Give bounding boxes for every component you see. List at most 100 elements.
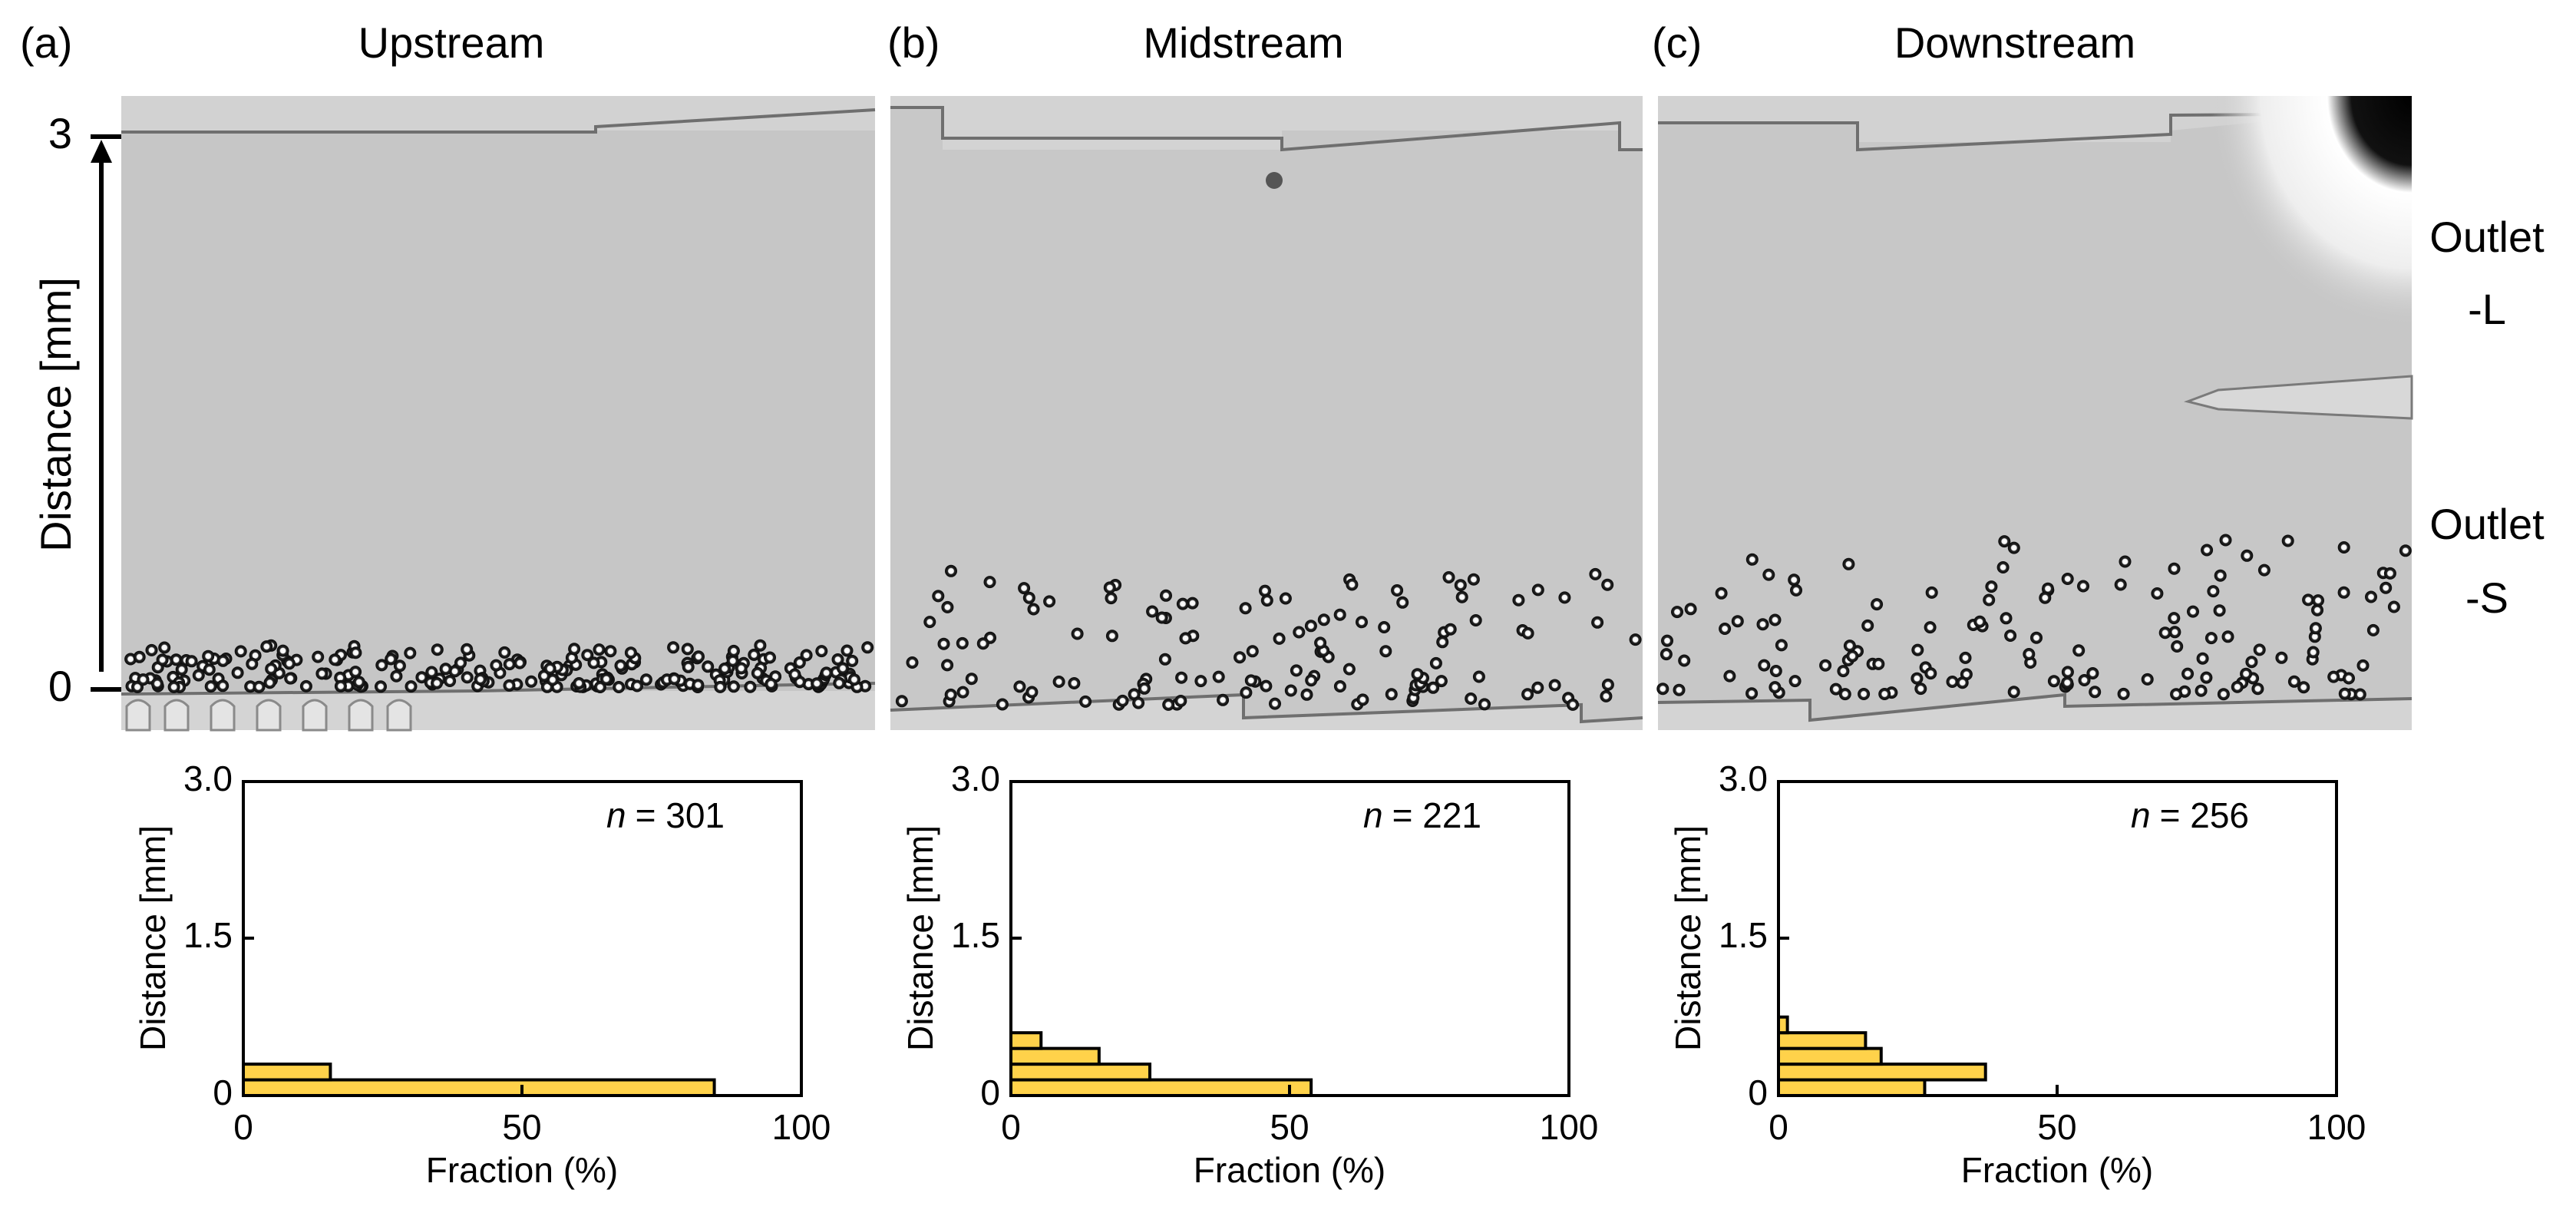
- bead: [1160, 589, 1172, 602]
- bead: [2207, 585, 2220, 598]
- bead: [941, 659, 954, 672]
- bead: [137, 673, 150, 686]
- histogram-bar-1-1: [1009, 1063, 1152, 1082]
- y-tick-label: 0: [1748, 1073, 1768, 1112]
- bead: [393, 659, 406, 673]
- bead: [2281, 534, 2294, 547]
- bead: [1985, 580, 1998, 593]
- bead: [1132, 696, 1145, 709]
- bead: [2042, 582, 2054, 595]
- bead: [2217, 688, 2230, 701]
- bead: [1956, 676, 1969, 689]
- bead: [299, 679, 312, 692]
- bead: [2287, 675, 2300, 688]
- bead: [1158, 653, 1171, 666]
- image-axis-bottom-tick: 0: [48, 662, 72, 710]
- bead: [503, 658, 516, 671]
- sample-count: n = 221: [1363, 795, 1481, 835]
- bead: [1472, 670, 1485, 683]
- bead: [613, 681, 626, 693]
- bead: [941, 600, 954, 613]
- y-axis-label: Distance [mm]: [1668, 825, 1708, 1051]
- bead: [1273, 632, 1286, 645]
- bead: [1411, 668, 1424, 681]
- bead: [1212, 670, 1225, 683]
- bead: [2219, 534, 2232, 547]
- bead: [404, 646, 417, 659]
- bead: [2187, 605, 2199, 618]
- bars: [1777, 1015, 1987, 1098]
- bead: [2365, 590, 2377, 603]
- bead: [614, 659, 627, 672]
- y-tick-label: 0: [980, 1073, 1000, 1112]
- bead: [820, 666, 833, 679]
- bars: [242, 1063, 716, 1098]
- bead: [2078, 674, 2091, 686]
- bead: [1629, 633, 1642, 646]
- bead: [1521, 626, 1534, 640]
- bead: [1260, 594, 1273, 607]
- bead: [751, 666, 764, 679]
- panel-label-c: (c): [1652, 18, 1702, 67]
- histogram-upstream: 3.0 1.5 0 0 50 100 Fraction (%) Distance…: [133, 759, 831, 1190]
- bead: [1731, 615, 1744, 628]
- bead: [1467, 573, 1480, 586]
- bead: [503, 679, 516, 692]
- bead: [1269, 697, 1281, 710]
- bead: [735, 662, 748, 675]
- photo-panel-midstream: [890, 96, 1643, 730]
- bead: [2338, 687, 2351, 700]
- bead: [2168, 626, 2181, 639]
- histogram-bar-2-3: [1777, 1031, 1868, 1050]
- bead: [1819, 659, 1832, 672]
- bead: [167, 680, 180, 693]
- bead: [1293, 626, 1306, 639]
- bead: [932, 590, 945, 603]
- bead: [185, 655, 198, 668]
- bead: [2311, 603, 2323, 616]
- bead: [2379, 581, 2393, 594]
- bead: [1872, 657, 1885, 670]
- bead: [1217, 693, 1230, 706]
- bead: [2171, 640, 2184, 653]
- bead-cluster-downstream: [1656, 534, 2412, 701]
- bars: [1009, 1031, 1313, 1098]
- bead: [1427, 681, 1440, 694]
- histogram-bar-2-0: [1777, 1078, 1927, 1098]
- y-tick-label: 1.5: [1719, 915, 1768, 955]
- bead: [2356, 659, 2370, 672]
- bead: [203, 663, 216, 676]
- panel-title-midstream: Midstream: [1143, 18, 1343, 67]
- bead: [2004, 630, 2017, 642]
- bead: [1756, 618, 1769, 631]
- bead: [2168, 562, 2181, 575]
- bead: [2245, 656, 2258, 669]
- bead: [2275, 651, 2288, 664]
- bead: [156, 653, 169, 666]
- bead: [461, 643, 474, 656]
- bead: [718, 663, 732, 675]
- bead: [1155, 611, 1168, 624]
- bead: [1745, 553, 1759, 566]
- bead: [1661, 634, 1673, 647]
- bead: [1391, 584, 1404, 597]
- bead: [1105, 630, 1118, 643]
- panel-label-a: (a): [20, 18, 72, 67]
- bead: [385, 653, 398, 666]
- bead: [2086, 667, 2099, 679]
- x-axis-label: Fraction (%): [1961, 1150, 2153, 1190]
- bead: [945, 564, 957, 577]
- bead: [754, 639, 767, 652]
- bead: [312, 650, 325, 663]
- bead: [284, 672, 297, 685]
- bead: [800, 649, 813, 662]
- bead: [1284, 684, 1297, 697]
- photo-panel-upstream: [121, 96, 876, 732]
- bead: [727, 680, 740, 693]
- image-axis-top-tick: 3: [48, 109, 72, 157]
- bead: [702, 660, 715, 673]
- bead: [1300, 688, 1313, 701]
- bead: [2204, 632, 2218, 645]
- bead: [2007, 541, 2020, 554]
